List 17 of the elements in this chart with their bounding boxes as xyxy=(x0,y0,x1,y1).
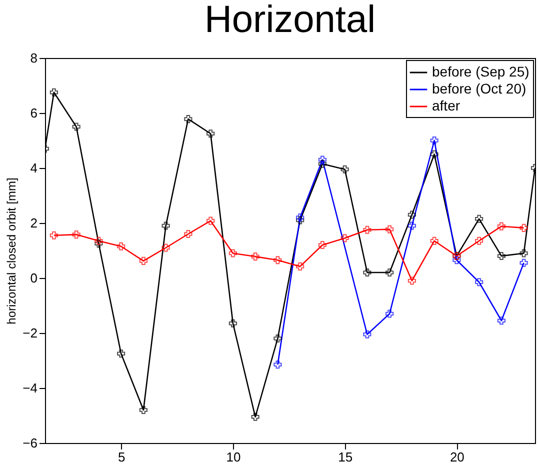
legend-label: before (Oct 20) xyxy=(432,80,526,96)
y-tick-label: 0 xyxy=(30,270,38,286)
y-tick-label: 2 xyxy=(30,216,38,230)
x-tick-label: 5 xyxy=(118,450,126,464)
chart-title: Horizontal xyxy=(204,0,376,41)
y-axis-title: horizontal closed orbit [mm] xyxy=(4,178,19,324)
y-tick-label: 6 xyxy=(30,106,38,120)
y-tick-label: 4 xyxy=(30,160,38,176)
y-tick-label: −2 xyxy=(22,326,38,340)
x-tick-label: 15 xyxy=(338,450,353,464)
x-tick-label: 10 xyxy=(226,450,241,464)
legend-label: before (Sep 25) xyxy=(432,64,530,80)
x-tick-label: 20 xyxy=(450,450,464,464)
y-tick-label: 8 xyxy=(30,50,38,66)
legend-label: after xyxy=(432,98,460,114)
y-tick-label: −6 xyxy=(22,436,38,450)
y-tick-label: −4 xyxy=(22,380,38,396)
